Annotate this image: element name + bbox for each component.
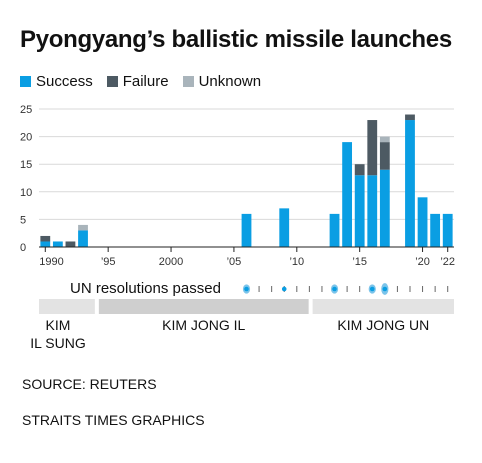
legend-item-success: Success: [20, 73, 93, 90]
leader-era-bands: [39, 299, 454, 314]
bar-success-2009: [279, 208, 290, 247]
legend-label-success: Success: [36, 73, 93, 90]
legend-swatch-unknown: [182, 76, 194, 87]
x-tick-label-2010: ’10: [289, 256, 304, 268]
bar-unknown-1993: [78, 224, 88, 231]
x-tick-label-1995: ’95: [101, 256, 116, 268]
bar-success-1993: [78, 230, 88, 247]
un-resolutions-label: UN resolutions passed: [70, 280, 221, 297]
bar-success-1990: [40, 241, 51, 247]
bar-success-2019: [405, 120, 415, 247]
bar-success-2016: [367, 175, 378, 247]
y-tick-label-10: 10: [20, 187, 32, 199]
legend-label-failure: Failure: [122, 73, 169, 90]
legend: Success Failure Unknown: [20, 73, 261, 90]
x-tick-label-2015: ’15: [352, 256, 367, 268]
bar-failure-2015: [354, 164, 365, 176]
un-resolution-marker-2009: [281, 286, 287, 292]
bar-success-2006: [241, 213, 252, 247]
x-ticks: 1990 ’95 2000 ’05 ’10 ’15 ’20 ’22: [39, 247, 455, 268]
chart-title: Pyongyang’s ballistic missile launches: [20, 26, 452, 53]
y-tick-label-25: 25: [20, 104, 32, 116]
legend-item-failure: Failure: [106, 73, 169, 90]
bar-failure-2016: [367, 120, 378, 176]
era-label-kim-jong-il: KIM JONG IL: [162, 317, 246, 333]
bar-failure-1990: [40, 235, 51, 242]
un-resolution-markers: [242, 283, 449, 295]
era-band-1: [98, 299, 309, 314]
x-tick-label-2020: ’20: [415, 256, 430, 268]
x-tick-label-1990: 1990: [39, 256, 63, 268]
x-tick-label-2000: 2000: [159, 256, 183, 268]
bar-success-2014: [342, 142, 353, 247]
grid-lines: [39, 108, 454, 220]
y-tick-label-20: 20: [20, 132, 32, 144]
un-resolution-marker-2016: [369, 286, 375, 292]
bar-success-2021: [430, 213, 441, 247]
legend-swatch-failure: [106, 76, 118, 87]
bar-failure-2019: [405, 114, 415, 121]
era-label-kim-jong-un: KIM JONG UN: [337, 317, 430, 333]
credit-note: STRAITS TIMES GRAPHICS: [22, 412, 205, 428]
un-resolution-marker-2006: [244, 286, 249, 292]
y-tick-label-15: 15: [20, 159, 32, 171]
legend-swatch-success: [20, 76, 31, 87]
bar-failure-1992: [65, 241, 76, 247]
y-tick-label-5: 5: [20, 214, 26, 226]
legend-item-unknown: Unknown: [182, 73, 262, 90]
bar-success-2013: [329, 213, 340, 247]
bars: [40, 114, 453, 247]
bar-success-1991: [52, 241, 63, 247]
un-resolution-marker-2017: [382, 286, 388, 292]
legend-label-unknown: Unknown: [198, 73, 262, 90]
bar-success-2022: [442, 213, 453, 247]
bar-success-2015: [354, 175, 365, 247]
y-tick-label-0: 0: [20, 242, 26, 254]
x-tick-label-2022: ’22: [440, 256, 455, 268]
era-band-0: [39, 299, 95, 314]
era-band-2: [312, 299, 454, 314]
x-tick-label-2005: ’05: [227, 256, 242, 268]
bar-success-2020: [417, 197, 428, 247]
era-label-kim-il-sung: KIM IL SUNG: [30, 317, 86, 351]
y-tick-labels: 0 5 10 15 20 25: [20, 104, 32, 254]
un-resolution-marker-2013: [332, 286, 337, 292]
bar-unknown-2017: [379, 136, 390, 143]
bar-failure-2017: [379, 142, 390, 170]
source-note: SOURCE: REUTERS: [22, 376, 157, 392]
bar-success-2017: [379, 169, 390, 247]
